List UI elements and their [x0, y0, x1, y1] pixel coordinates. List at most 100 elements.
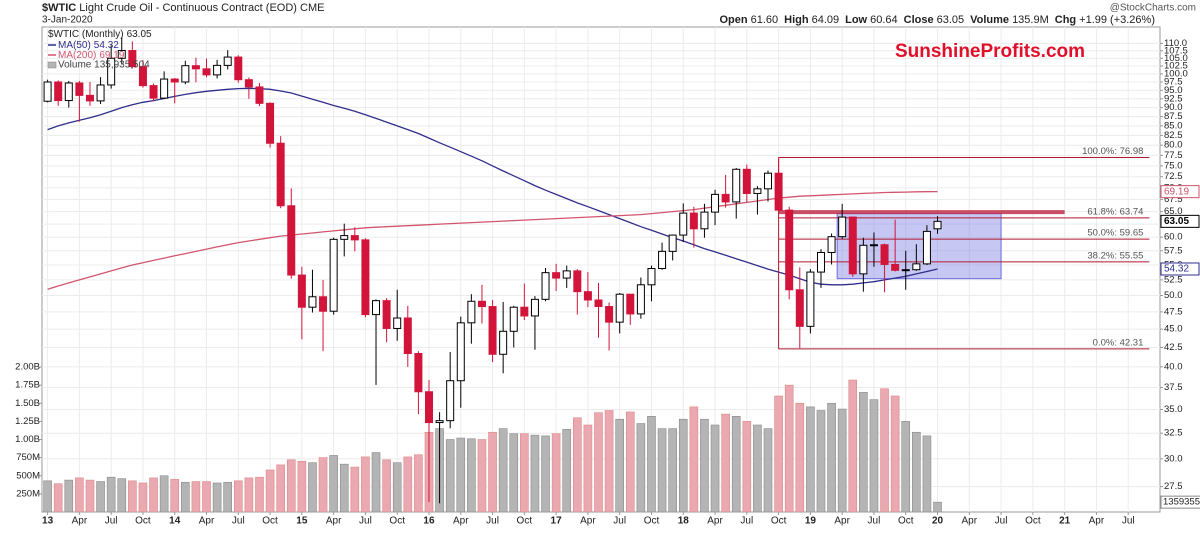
candle-body — [170, 78, 179, 83]
x-tick-label: Jul — [1122, 516, 1135, 527]
x-tick-label: 21 — [1059, 516, 1071, 527]
volume-bar — [520, 433, 529, 512]
candle-body — [54, 81, 63, 102]
candle-body — [393, 317, 402, 329]
candle-body — [615, 293, 624, 323]
quote-label: Close — [904, 14, 934, 26]
y-tick-label: 45.0 — [1164, 324, 1183, 335]
value-tag-label: 63.05 — [1164, 216, 1189, 227]
x-tick-label: Apr — [707, 516, 723, 527]
quote-value: 64.09 — [812, 14, 840, 26]
y-tick-label: 35.0 — [1164, 404, 1183, 415]
chart-date: 3-Jan-2020 — [42, 15, 93, 26]
candle-body — [117, 49, 126, 59]
volume-bar — [530, 434, 540, 512]
volume-bar — [827, 402, 836, 512]
candle-body — [901, 269, 910, 272]
y-tick-label: 105.0 — [1164, 53, 1188, 64]
x-tick-label: Apr — [326, 516, 342, 527]
candle-body — [912, 263, 921, 271]
candle-body — [880, 244, 889, 265]
candle-body — [266, 102, 275, 144]
candle-body — [181, 65, 190, 83]
volume-bar — [477, 439, 487, 512]
candle-body — [107, 57, 116, 86]
volume-bar — [731, 416, 741, 512]
y-tick-label: 40.0 — [1164, 361, 1183, 372]
volume-bar — [244, 477, 254, 512]
watermark: SunshineProfits.com — [895, 41, 1085, 62]
candle-body — [477, 300, 486, 308]
volume-bar — [636, 423, 646, 512]
volume-bar — [138, 482, 148, 512]
candle-body — [806, 271, 815, 327]
quote-line: Open 61.60 High 64.09 Low 60.64 Close 63.05 Volu… — [719, 14, 1155, 26]
volume-bar — [933, 501, 942, 512]
legend-value: 63.05 — [127, 29, 152, 40]
y2-tick-label: 1.00B — [15, 434, 40, 445]
y-tick-label: 75.0 — [1164, 160, 1183, 171]
volume-bar — [742, 421, 752, 512]
y-tick-label: 87.5 — [1164, 111, 1183, 122]
x-tick-label: Apr — [962, 516, 978, 527]
candle-body — [329, 238, 338, 312]
volume-bar — [202, 481, 211, 512]
y-tick-label: 50.0 — [1164, 290, 1183, 301]
volume-bar — [159, 475, 169, 512]
volume-bar — [880, 388, 889, 512]
x-tick-label: Jul — [995, 516, 1008, 527]
volume-bar — [678, 418, 688, 512]
candle-body — [85, 94, 94, 102]
volume-bar — [392, 462, 402, 512]
y-tick-label: 37.5 — [1164, 382, 1183, 393]
volume-bar — [265, 469, 275, 512]
x-tick-label: Oct — [135, 516, 151, 527]
candle-body — [244, 79, 253, 88]
volume-bar — [859, 392, 868, 512]
candle-body — [456, 322, 465, 382]
legend-name: MA(200) — [58, 50, 96, 61]
volume-bar — [604, 410, 614, 512]
candle-body — [838, 216, 847, 238]
y2-tick-label: 750M — [16, 452, 40, 463]
volume-bar — [562, 429, 572, 512]
y2-tick-label: 2.00B — [15, 362, 40, 373]
y-tick-label: 72.5 — [1164, 171, 1183, 182]
candle-body — [75, 82, 84, 96]
volume-bar — [467, 438, 476, 512]
candle-body — [922, 230, 931, 265]
volume-bar — [922, 435, 932, 512]
volume-bar — [64, 479, 74, 512]
x-tick-label: Apr — [580, 516, 596, 527]
volume-bar — [488, 431, 497, 512]
y-tick-label: 95.0 — [1164, 85, 1183, 96]
candle-body — [403, 317, 412, 355]
legend-entry: MA(50) 54.32 — [58, 40, 119, 51]
axes: 27.5 30.0 32.5 35.0 37.5 40.0 42.5 45.0 47.5 50.0… — [15, 38, 1200, 527]
candle-body — [43, 81, 52, 102]
volume-bar — [382, 459, 391, 512]
x-tick-label: Jul — [868, 516, 881, 527]
volume-bar — [594, 412, 603, 512]
x-tick-label: 16 — [423, 516, 435, 527]
y-tick-label: 32.5 — [1164, 428, 1183, 439]
candle-body — [859, 244, 868, 275]
candle-body — [361, 239, 370, 316]
y-tick-label: 80.0 — [1164, 140, 1183, 151]
candle-body — [520, 306, 529, 317]
legend-name: $WTIC (Monthly) — [48, 29, 124, 40]
credit: @StockCharts.com — [1110, 3, 1196, 14]
candle-body — [636, 284, 645, 315]
candle-body — [138, 66, 147, 87]
volume-bar — [191, 481, 201, 512]
x-tick-label: Jul — [740, 516, 753, 527]
volume-bar — [361, 456, 370, 512]
quote-label: Chg — [1055, 14, 1076, 26]
y-tick-label: 52.5 — [1164, 274, 1183, 285]
candle-body — [530, 298, 539, 317]
candle-body — [700, 211, 709, 230]
candle-body — [308, 296, 317, 308]
volume-bar — [106, 476, 116, 512]
volume-bar — [181, 481, 190, 512]
